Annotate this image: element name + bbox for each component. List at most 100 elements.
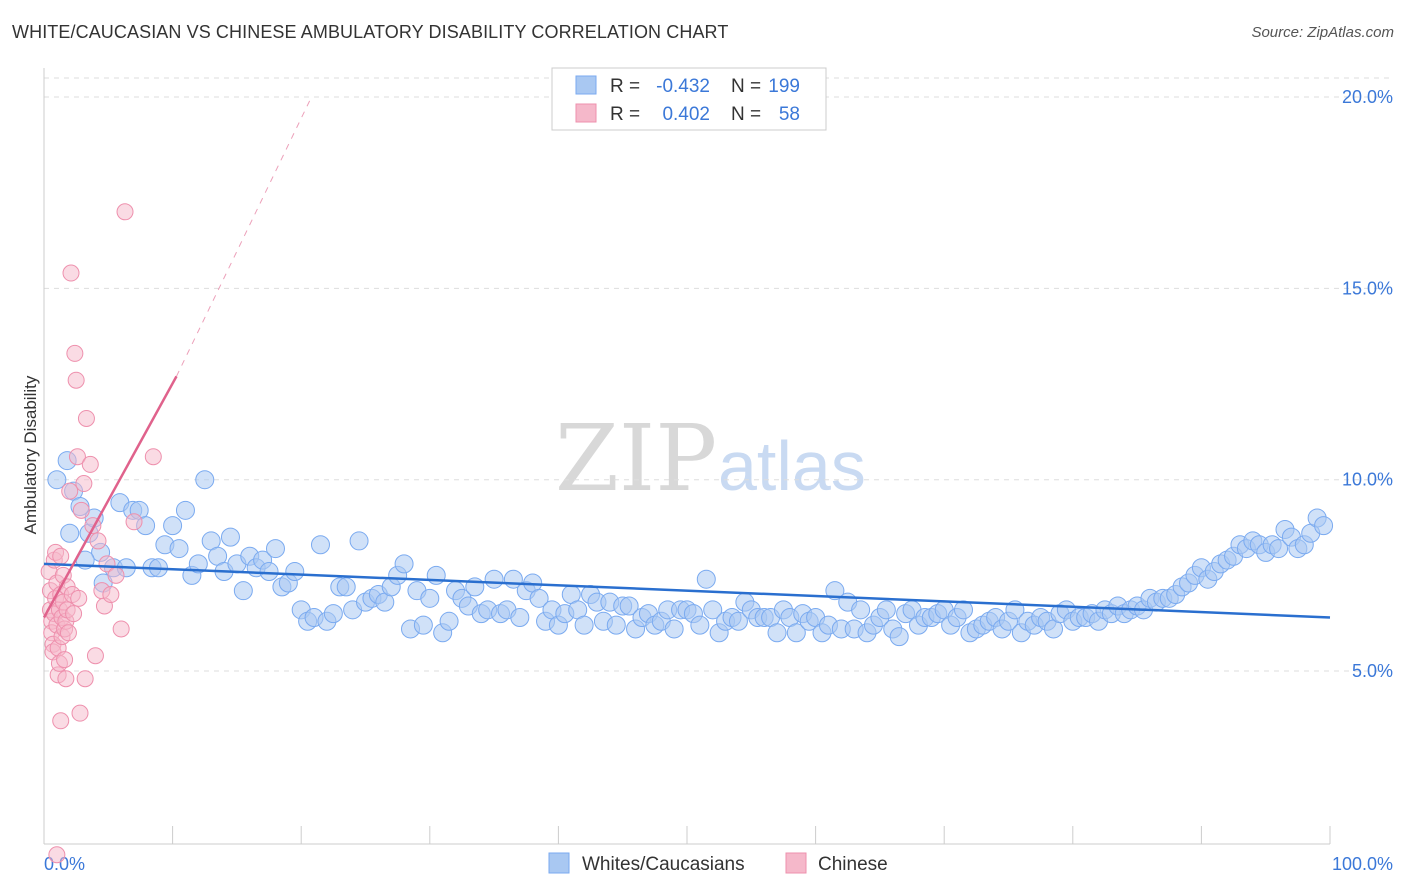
- legend-n-value-chinese: 58: [779, 104, 800, 125]
- chinese-point: [56, 651, 74, 669]
- chinese-point: [86, 647, 104, 665]
- bottom-legend-swatch-chinese: [785, 852, 807, 874]
- legend-n-value-whites: 199: [768, 76, 800, 97]
- chinese-point: [76, 670, 94, 688]
- chinese-point: [102, 586, 120, 604]
- chinese-point: [67, 371, 85, 389]
- whites-point: [703, 600, 723, 620]
- whites-point: [60, 523, 80, 543]
- chinese-point: [116, 203, 134, 221]
- chinese-point: [81, 455, 99, 473]
- whites-point: [876, 600, 896, 620]
- whites-point: [510, 607, 530, 627]
- whites-point: [619, 596, 639, 616]
- source-label: Source: ZipAtlas.com: [1251, 24, 1394, 41]
- chinese-point: [77, 409, 95, 427]
- bottom-legend-label-chinese: Chinese: [818, 854, 888, 875]
- whites-point: [953, 600, 973, 620]
- whites-point: [786, 623, 806, 643]
- chinese-point: [72, 501, 90, 519]
- chinese-point: [125, 513, 143, 531]
- chinese-point: [65, 605, 83, 623]
- whites-point: [47, 470, 67, 490]
- watermark-atlas: atlas: [718, 427, 866, 505]
- chinese-trend-extension: [176, 96, 312, 377]
- whites-point: [323, 604, 343, 624]
- legend-swatch-whites: [575, 75, 597, 95]
- whites-point: [606, 615, 626, 635]
- y-tick-label: 10.0%: [1342, 470, 1393, 490]
- chinese-point: [61, 482, 79, 500]
- chinese-point: [62, 264, 80, 282]
- chinese-point: [66, 344, 84, 362]
- whites-point: [233, 581, 253, 601]
- chinese-point: [144, 448, 162, 466]
- whites-point: [220, 527, 240, 547]
- x-tick-label-max: 100.0%: [1332, 854, 1393, 874]
- chinese-point: [52, 712, 70, 730]
- whites-point: [349, 531, 369, 551]
- whites-point: [285, 562, 305, 582]
- series-chinese-points: [40, 203, 162, 864]
- whites-point: [690, 615, 710, 635]
- bottom-legend-swatch-whites: [548, 852, 570, 874]
- whites-point: [394, 554, 414, 574]
- chinese-point: [70, 589, 88, 607]
- chinese-point: [71, 704, 89, 722]
- whites-point: [169, 539, 189, 559]
- chinese-point: [107, 566, 125, 584]
- bottom-legend: Whites/Caucasians Chinese: [548, 852, 888, 875]
- whites-point: [1314, 516, 1334, 536]
- whites-point: [265, 539, 285, 559]
- y-tick-label: 20.0%: [1342, 87, 1393, 107]
- whites-point: [529, 588, 549, 608]
- legend-n-label-whites: N =: [731, 76, 761, 97]
- watermark-zip: ZIP: [555, 405, 717, 512]
- chinese-point: [68, 448, 86, 466]
- y-tick-label: 15.0%: [1342, 278, 1393, 298]
- legend-swatch-chinese: [575, 103, 597, 123]
- whites-point: [163, 516, 183, 536]
- legend-box: R = -0.432 N = 199 R = 0.402 N = 58: [551, 67, 827, 131]
- whites-point: [484, 569, 504, 589]
- whites-point: [310, 535, 330, 555]
- legend-n-label-chinese: N =: [731, 104, 761, 125]
- whites-point: [175, 500, 195, 520]
- whites-point: [336, 577, 356, 597]
- whites-point: [420, 588, 440, 608]
- trend-lines: [42, 96, 1331, 619]
- whites-point: [767, 623, 787, 643]
- chinese-point: [75, 475, 93, 493]
- whites-point: [188, 554, 208, 574]
- chinese-trend-line: [42, 375, 178, 619]
- whites-point: [1269, 539, 1289, 559]
- whites-point: [439, 611, 459, 631]
- legend-r-value-whites: -0.432: [656, 76, 710, 97]
- chinese-point: [89, 532, 107, 550]
- whites-point: [574, 615, 594, 635]
- whites-point: [889, 627, 909, 647]
- y-axis-label: Ambulatory Disability: [21, 375, 40, 534]
- chart-title: WHITE/CAUCASIAN VS CHINESE AMBULATORY DI…: [12, 22, 729, 42]
- whites-point: [664, 619, 684, 639]
- whites-point: [825, 581, 845, 601]
- chinese-point: [59, 624, 77, 642]
- y-tick-label: 5.0%: [1352, 661, 1393, 681]
- chinese-point: [52, 547, 70, 565]
- whites-point: [728, 611, 748, 631]
- chinese-point: [57, 670, 75, 688]
- bottom-legend-label-whites: Whites/Caucasians: [582, 854, 745, 875]
- legend-r-label-whites: R =: [610, 76, 640, 97]
- whites-point: [696, 569, 716, 589]
- legend-r-label-chinese: R =: [610, 104, 640, 125]
- axes: [43, 68, 1331, 845]
- whites-point: [259, 562, 279, 582]
- y-tick-labels: 5.0% 10.0% 15.0% 20.0%: [1342, 87, 1393, 681]
- chinese-point: [112, 620, 130, 638]
- chinese-point: [48, 846, 66, 864]
- whites-point: [413, 615, 433, 635]
- whites-point: [195, 470, 215, 490]
- whites-trend-line: [43, 562, 1331, 619]
- legend-r-value-chinese: 0.402: [662, 104, 710, 125]
